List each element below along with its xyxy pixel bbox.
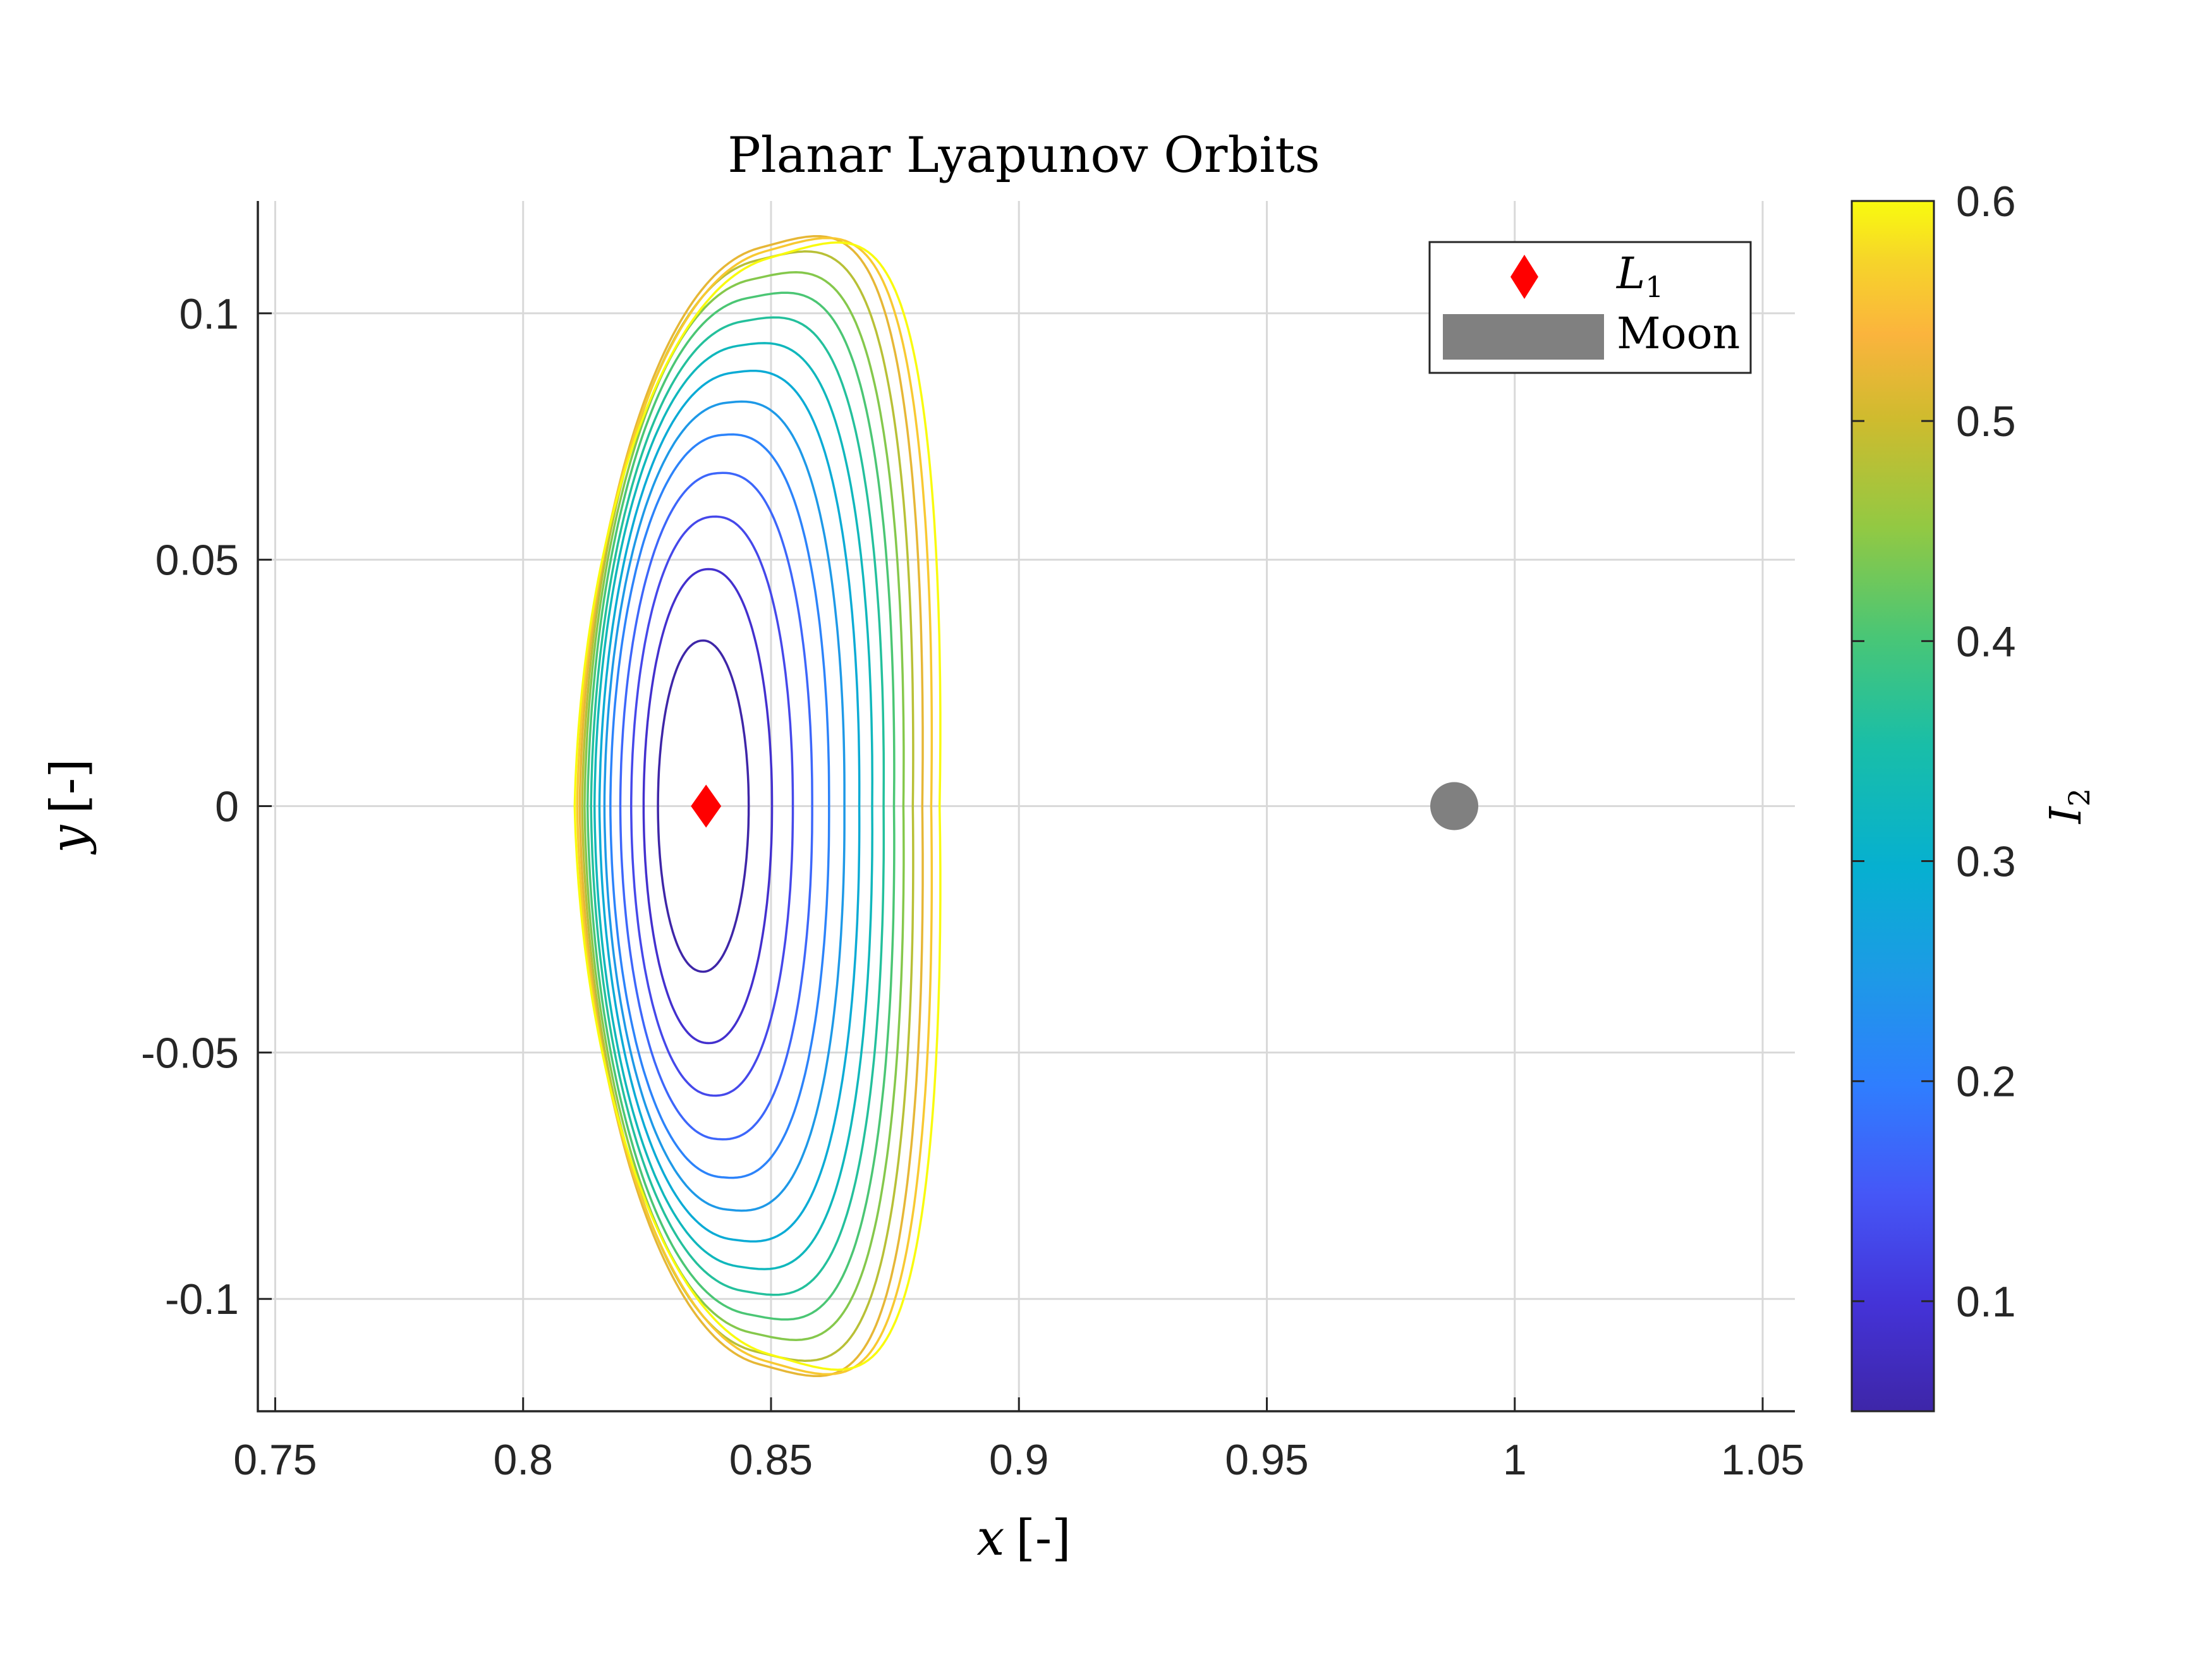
plot-area: 0.75 0.8 0.85 0.9 0.95 1 1.05 -0.1 -0.05 0 0.05 0.…	[141, 201, 1804, 1484]
x-axis-label: x [-]	[976, 1510, 1071, 1567]
x-tick-label: 0.75	[233, 1436, 317, 1484]
orbit-curve	[581, 250, 915, 1362]
y-tick-label: 0	[215, 783, 239, 831]
x-tick-label: 0.85	[729, 1436, 813, 1484]
orbit-curve	[578, 234, 924, 1378]
orbit-curve	[586, 291, 896, 1321]
x-axis-label-unit: [-]	[1016, 1510, 1071, 1567]
x-axis-ticks: 0.75 0.8 0.85 0.9 0.95 1 1.05	[233, 1397, 1804, 1484]
legend-l1-diamond-icon	[1510, 255, 1538, 299]
colorbar-label-var: I	[2041, 806, 2091, 825]
colorbar-tick-label: 0.4	[1956, 617, 2016, 665]
y-tick-label: -0.05	[141, 1029, 239, 1077]
y-axis-label-unit: [-]	[40, 758, 97, 813]
x-tick-label: 0.8	[493, 1436, 553, 1484]
colorbar-tick-label: 0.5	[1956, 398, 2016, 446]
orbit-curve	[583, 271, 905, 1341]
x-tick-label: 0.9	[989, 1436, 1049, 1484]
x-tick-label: 1.05	[1721, 1436, 1804, 1484]
x-tick-label: 1	[1503, 1436, 1527, 1484]
x-tick-label: 0.95	[1225, 1436, 1308, 1484]
colorbar-tick-label: 0.3	[1956, 838, 2016, 886]
y-axis-label-var: y	[40, 825, 97, 855]
legend-moon-swatch-icon	[1443, 314, 1604, 360]
x-axis-label-var: x	[976, 1510, 1004, 1567]
orbit-curve	[603, 400, 846, 1212]
orbit-curve	[629, 515, 794, 1097]
colorbar-ticks: 0.1 0.2 0.3 0.4 0.5 0.6	[1852, 178, 2016, 1326]
y-tick-label: -0.1	[165, 1275, 239, 1323]
colorbar-label-sub: 2	[2062, 788, 2096, 806]
orbit-curves	[573, 234, 942, 1378]
colorbar-gradient	[1850, 200, 1935, 1413]
moon-marker	[1430, 782, 1479, 830]
legend-l1-label: L1	[1615, 249, 1663, 304]
legend-l1-label-var: L	[1615, 249, 1645, 299]
legend-l1-label-sub: 1	[1645, 270, 1663, 304]
orbit-curve	[576, 236, 933, 1376]
chart-title: Planar Lyapunov Orbits	[727, 127, 1320, 184]
colorbar-tick-label: 0.1	[1956, 1278, 2016, 1326]
colorbar-tick-label: 0.6	[1956, 178, 2016, 226]
orbit-curve	[593, 342, 873, 1270]
orbit-curve	[657, 639, 750, 973]
colorbar-tick-label: 0.2	[1956, 1058, 2016, 1106]
colorbar-label: I2	[2041, 788, 2096, 825]
orbit-curve	[619, 471, 813, 1141]
y-axis-label: y [-]	[40, 758, 97, 854]
y-tick-label: 0.1	[179, 290, 239, 338]
plot-markers	[691, 782, 1479, 830]
l1-marker	[691, 784, 722, 828]
colorbar: 0.1 0.2 0.3 0.4 0.5 0.6 I2	[1850, 178, 2096, 1413]
orbit-curve	[590, 316, 885, 1296]
orbit-curve	[609, 433, 830, 1179]
axes-frame	[257, 201, 1795, 1413]
orbit-curve	[573, 241, 942, 1371]
y-axis-ticks: -0.1 -0.05 0 0.05 0.1	[141, 290, 272, 1323]
legend: L1 Moon	[1428, 241, 1752, 374]
orbit-curve	[642, 568, 774, 1045]
y-tick-label: 0.05	[155, 537, 239, 585]
orbit-curve	[598, 370, 861, 1243]
legend-moon-label: Moon	[1617, 309, 1740, 359]
